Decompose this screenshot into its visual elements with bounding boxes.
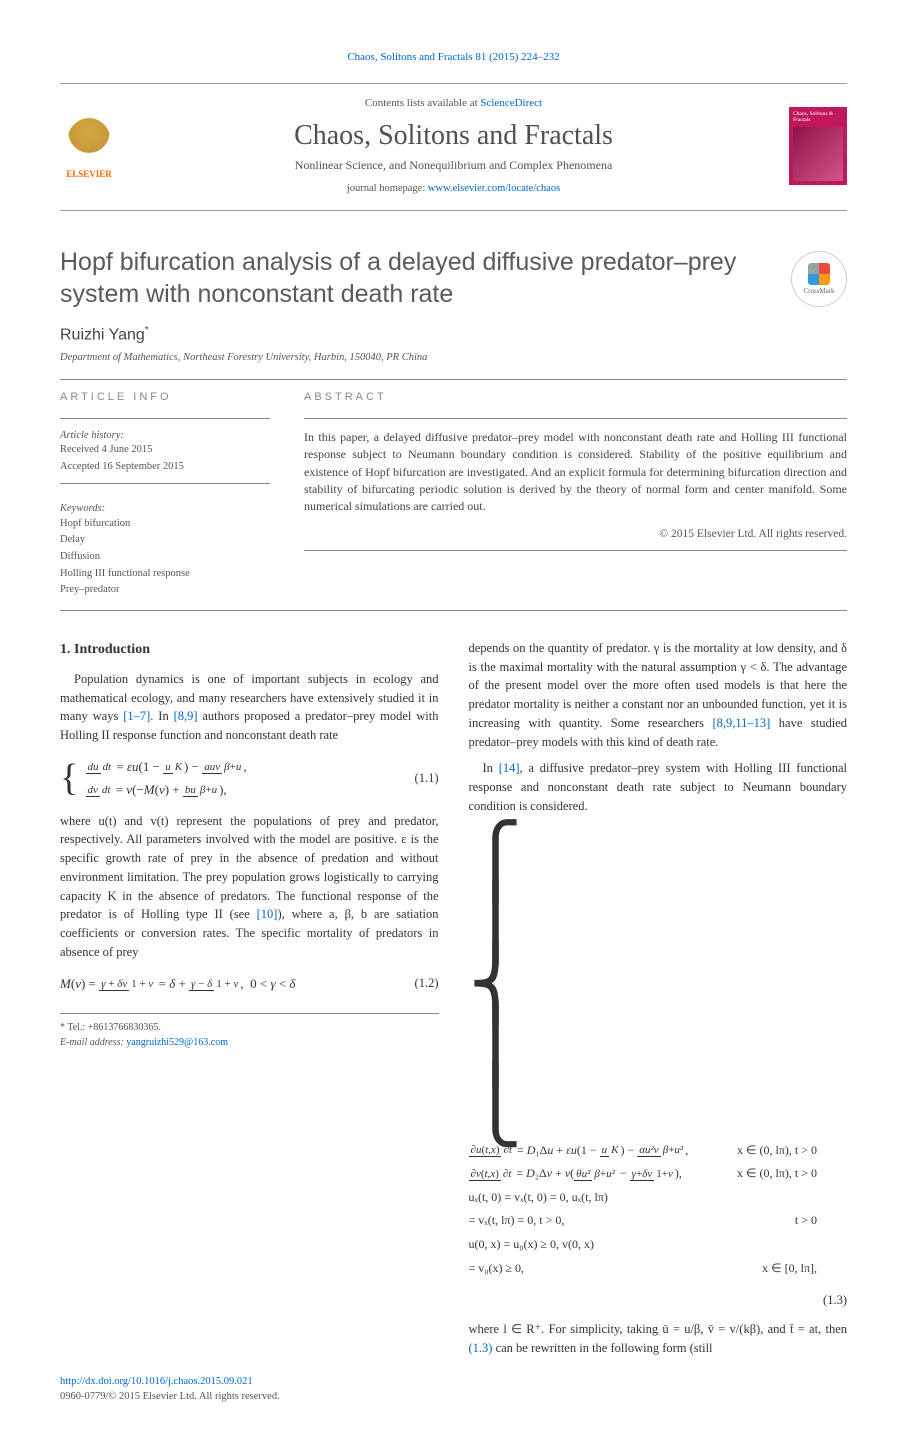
contents-available-line: Contents lists available at ScienceDirec…: [132, 96, 775, 111]
accepted-date: Accepted 16 September 2015: [60, 460, 270, 475]
info-divider: [60, 418, 270, 419]
eqn12-number: (1.2): [399, 974, 439, 993]
eq13-l4a: = vₓ(t, lπ) = 0, t > 0,: [469, 1210, 565, 1232]
ref-link-eq13[interactable]: (1.3): [469, 1341, 493, 1355]
ref-link-1-7[interactable]: [1–7]: [123, 709, 150, 723]
author-affil-marker: *: [145, 325, 149, 336]
body-column-left: 1. Introduction Population dynamics is o…: [60, 639, 439, 1366]
eqn11-number: (1.1): [399, 769, 439, 788]
eq13-l1a: ∂u(t,x)∂t = D₁Δu + εu(1 − uK) − αu²vβ+u²…: [469, 1140, 689, 1162]
eq13-l4b: t > 0: [795, 1210, 817, 1232]
eqn11-line2: dvdt = v(−M(v) + buβ+u),: [86, 778, 247, 801]
author-email-link[interactable]: yangruizhi529@163.com: [126, 1037, 228, 1048]
eq13-l2a: ∂v(t,x)∂t = D₂Δv + v(θu²β+u² − γ+δv1+v),: [469, 1163, 682, 1185]
divider: [60, 379, 847, 380]
keyword-0: Hopf bifurcation: [60, 517, 270, 532]
doi-link[interactable]: http://dx.doi.org/10.1016/j.chaos.2015.0…: [60, 1375, 847, 1390]
contents-prefix: Contents lists available at: [365, 97, 480, 109]
corresponding-tel: * Tel.: +8613766830365.: [60, 1020, 439, 1035]
page-footer: http://dx.doi.org/10.1016/j.chaos.2015.0…: [60, 1375, 847, 1404]
body-column-right: depends on the quantity of predator. γ i…: [469, 639, 848, 1366]
ref-link-14[interactable]: [14]: [499, 761, 520, 775]
crossmark-label: CrossMark: [803, 287, 834, 297]
elsevier-tree-icon: [67, 118, 111, 166]
c2p3-pre: where l ∈ R⁺. For simplicity, taking ū =…: [469, 1322, 848, 1336]
journal-cover-thumbnail: Chaos, Solitons & Fractals: [789, 107, 847, 185]
c2p2-post: , a diffusive predator–prey system with …: [469, 761, 848, 813]
eq13-l1b: x ∈ (0, lπ), t > 0: [737, 1140, 817, 1162]
journal-header: ELSEVIER Contents lists available at Sci…: [60, 83, 847, 211]
eq13-l2b: x ∈ (0, lπ), t > 0: [737, 1163, 817, 1185]
article-info-column: article info Article history: Received 4…: [60, 390, 270, 600]
author-text: Ruizhi Yang: [60, 326, 145, 343]
eqn11-line1: dudt = εu(1 − uK) − auvβ+u,: [86, 755, 247, 778]
journal-subtitle: Nonlinear Science, and Nonequilibrium an…: [132, 157, 775, 174]
abstract-divider: [304, 418, 847, 419]
homepage-prefix: journal homepage:: [347, 183, 428, 194]
abstract-copyright: © 2015 Elsevier Ltd. All rights reserved…: [304, 526, 847, 542]
abstract-divider-bottom: [304, 550, 847, 551]
p2-pre: where u(t) and v(t) represent the popula…: [60, 814, 439, 922]
keyword-3: Holling III functional response: [60, 567, 270, 582]
info-divider-2: [60, 483, 270, 484]
received-date: Received 4 June 2015: [60, 443, 270, 458]
keyword-1: Delay: [60, 533, 270, 548]
c2p3-post: can be rewritten in the following form (…: [492, 1341, 712, 1355]
eq13-l5a: u(0, x) = u₀(x) ≥ 0, v(0, x): [469, 1234, 595, 1256]
abstract-text: In this paper, a delayed diffusive preda…: [304, 429, 847, 516]
email-label: E-mail address:: [60, 1037, 126, 1048]
p1-mid: . In: [150, 709, 173, 723]
ref-link-8-9[interactable]: [8,9]: [174, 709, 198, 723]
section-1-heading: 1. Introduction: [60, 639, 439, 660]
col2-para-2: In [14], a diffusive predator–prey syste…: [469, 759, 848, 815]
top-citation: Chaos, Solitons and Fractals 81 (2015) 2…: [60, 50, 847, 65]
intro-para-2: where u(t) and v(t) represent the popula…: [60, 812, 439, 962]
author-name: Ruizhi Yang*: [60, 324, 847, 347]
eq13-l6a: = v₀(x) ≥ 0,: [469, 1258, 525, 1280]
keyword-2: Diffusion: [60, 550, 270, 565]
cover-title-text: Chaos, Solitons & Fractals: [793, 111, 843, 123]
col2-para-1: depends on the quantity of predator. γ i…: [469, 639, 848, 752]
history-label: Article history:: [60, 429, 270, 444]
article-info-heading: article info: [60, 390, 270, 405]
publisher-name: ELSEVIER: [66, 168, 112, 181]
issn-copyright: 0960-0779/© 2015 Elsevier Ltd. All right…: [60, 1390, 847, 1405]
ref-link-10[interactable]: [10]: [257, 907, 278, 921]
crossmark-icon: [808, 263, 830, 285]
homepage-link[interactable]: www.elsevier.com/locate/chaos: [428, 183, 560, 194]
equation-1-3: ⎧⎪⎨⎪⎩ ∂u(t,x)∂t = D₁Δu + εu(1 − uK) − αu…: [469, 832, 848, 1282]
cover-image-icon: [793, 127, 843, 182]
affiliation: Department of Mathematics, Northeast For…: [60, 351, 847, 366]
elsevier-logo: ELSEVIER: [60, 112, 118, 180]
article-title: Hopf bifurcation analysis of a delayed d…: [60, 247, 847, 310]
intro-para-1: Population dynamics is one of important …: [60, 670, 439, 745]
col2-para-3: where l ∈ R⁺. For simplicity, taking ū =…: [469, 1320, 848, 1358]
eq13-l3a: uₓ(t, 0) = vₓ(t, 0) = 0, uₓ(t, lπ): [469, 1187, 608, 1209]
keyword-4: Prey–predator: [60, 583, 270, 598]
keywords-label: Keywords:: [60, 502, 270, 517]
abstract-heading: abstract: [304, 390, 847, 405]
c2p2-pre: In: [483, 761, 499, 775]
eqn13-number: (1.3): [469, 1291, 848, 1310]
abstract-column: abstract In this paper, a delayed diffus…: [304, 390, 847, 600]
eq13-l6b: x ∈ [0, lπ],: [762, 1258, 817, 1280]
journal-name: Chaos, Solitons and Fractals: [132, 116, 775, 155]
sciencedirect-link[interactable]: ScienceDirect: [480, 97, 542, 109]
ref-link-8-13[interactable]: [8,9,11–13]: [712, 716, 770, 730]
equation-1-2: M(v) = γ + δv1 + v = δ + γ − δ1 + v, 0 <…: [60, 972, 439, 995]
footnotes: * Tel.: +8613766830365. E-mail address: …: [60, 1013, 439, 1050]
homepage-line: journal homepage: www.elsevier.com/locat…: [132, 182, 775, 197]
divider-body: [60, 610, 847, 611]
equation-1-1: { dudt = εu(1 − uK) − auvβ+u, dvdt = v(−…: [60, 755, 439, 802]
